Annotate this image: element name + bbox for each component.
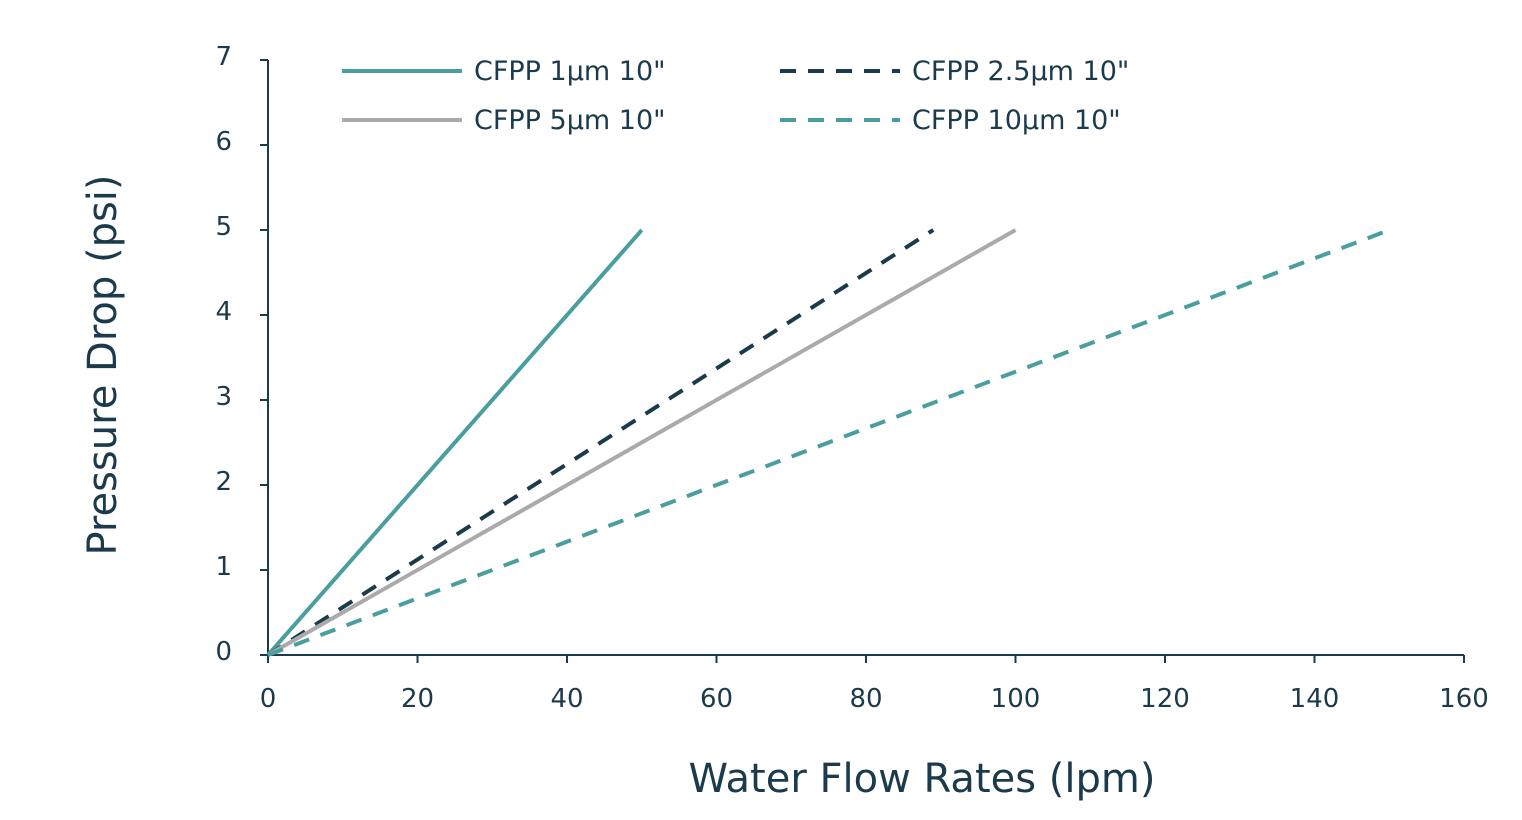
legend-label-3: CFPP 10µm 10" bbox=[912, 105, 1121, 136]
x-axis-title: Water Flow Rates (lpm) bbox=[689, 756, 1156, 802]
y-tick-label: 5 bbox=[215, 212, 232, 242]
series-line-0 bbox=[266, 228, 644, 657]
legend-label-2: CFPP 5µm 10" bbox=[474, 105, 666, 136]
legend: CFPP 1µm 10" CFPP 2.5µm 10" CFPP 5µm 10" CF… bbox=[342, 56, 1129, 136]
x-tick-label: 0 bbox=[260, 684, 277, 714]
series-lines bbox=[266, 228, 1391, 657]
y-tick-label: 1 bbox=[215, 552, 232, 582]
y-tick-label: 4 bbox=[215, 297, 232, 327]
y-tick-label: 7 bbox=[215, 42, 232, 72]
y-tick-label: 6 bbox=[215, 127, 232, 157]
y-tick-label: 0 bbox=[215, 637, 232, 667]
y-tick-label: 3 bbox=[215, 382, 232, 412]
x-tick-label: 100 bbox=[991, 684, 1041, 714]
x-tick-label: 40 bbox=[550, 684, 583, 714]
legend-label-0: CFPP 1µm 10" bbox=[474, 56, 666, 87]
x-tick-label: 120 bbox=[1140, 684, 1190, 714]
y-axis-title: Pressure Drop (psi) bbox=[80, 174, 126, 555]
legend-label-1: CFPP 2.5µm 10" bbox=[912, 56, 1129, 87]
axes: 0 1 2 3 4 5 6 7 0 20 40 60 80 100 120 140 160 bbox=[215, 42, 1488, 714]
x-tick-label: 80 bbox=[849, 684, 882, 714]
x-tick-label: 20 bbox=[401, 684, 434, 714]
x-tick-label: 160 bbox=[1439, 684, 1489, 714]
series-line-2 bbox=[267, 228, 1017, 657]
series-line-1 bbox=[266, 228, 935, 657]
y-tick-label: 2 bbox=[215, 467, 232, 497]
x-tick-label: 60 bbox=[700, 684, 733, 714]
x-tick-label: 140 bbox=[1290, 684, 1340, 714]
series-line-3 bbox=[267, 228, 1391, 657]
